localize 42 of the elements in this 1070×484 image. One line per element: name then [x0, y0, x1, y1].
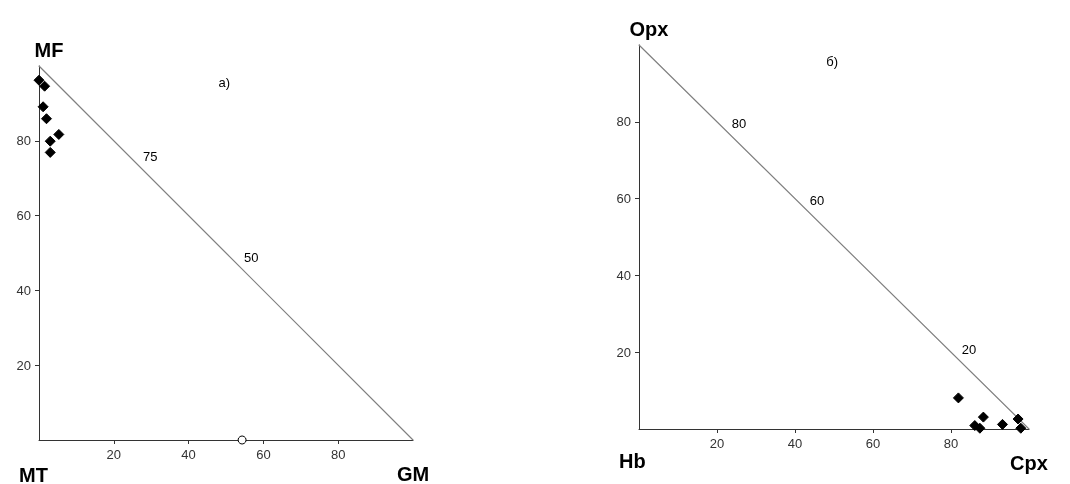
y-axis-title: Opx	[629, 18, 669, 40]
point	[53, 128, 65, 140]
point	[37, 101, 49, 113]
point	[952, 392, 964, 404]
y-tick-label: 80	[616, 114, 631, 130]
point	[40, 113, 52, 125]
point	[44, 135, 56, 147]
x-tick-label: 40	[181, 447, 196, 462]
point	[237, 435, 247, 445]
point	[33, 74, 45, 86]
point	[39, 80, 51, 92]
y-tick-label: 60	[16, 208, 31, 224]
point	[977, 411, 989, 423]
annotation: б)	[826, 54, 838, 69]
point	[1012, 413, 1024, 425]
text: Hb	[619, 450, 646, 472]
y-tick-label: 20	[616, 344, 631, 360]
x-tick-label: 80	[943, 436, 959, 451]
y-tick-label: 40	[616, 267, 631, 283]
x-axis-title: Cpx	[1010, 452, 1048, 474]
annotation: a)	[218, 75, 231, 90]
text: MT	[19, 464, 48, 484]
x-tick-label: 40	[787, 436, 803, 451]
annotation: 80	[731, 115, 747, 131]
x-tick-label: 20	[106, 447, 122, 462]
point	[996, 418, 1008, 430]
y-tick-label: 40	[16, 282, 31, 298]
y-tick-label: 80	[16, 133, 31, 149]
annotation: 20	[961, 342, 977, 358]
x-tick-label: 60	[256, 447, 271, 462]
x-tick-label: 20	[709, 436, 725, 451]
point	[44, 146, 56, 158]
x-axis-title: GM	[396, 463, 430, 484]
annotation: 60	[809, 192, 825, 208]
point	[1015, 422, 1027, 434]
x-tick-label: 80	[330, 447, 346, 462]
y-tick-label: 20	[16, 357, 31, 373]
y-tick-label: 60	[616, 191, 631, 207]
annotation: 50	[243, 250, 259, 266]
annotation: 75	[142, 149, 158, 165]
x-tick-label: 60	[865, 436, 881, 451]
y-axis-title: MF	[34, 39, 64, 61]
